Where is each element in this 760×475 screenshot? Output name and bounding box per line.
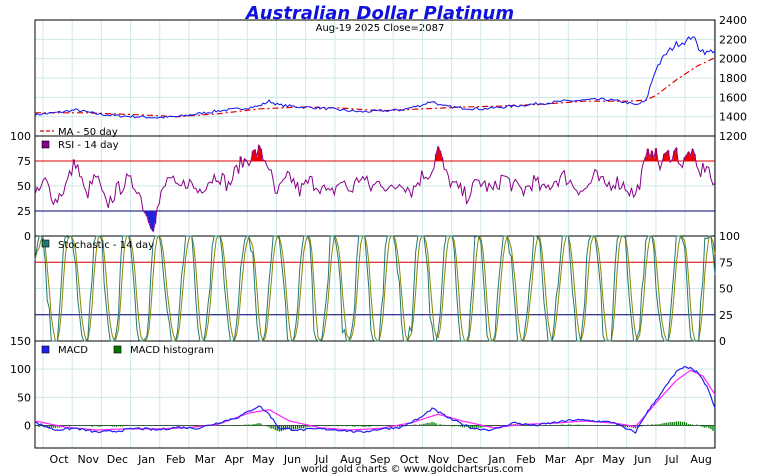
y-tick-label: 25 — [719, 309, 733, 322]
x-tick-label: Jan — [137, 453, 155, 466]
y-tick-label: 75 — [719, 256, 733, 269]
x-tick-label: Jun — [283, 453, 301, 466]
y-tick-label: 1600 — [719, 91, 747, 104]
y-tick-label: 0 — [24, 419, 31, 432]
stoch-d-line — [34, 234, 716, 343]
y-tick-label: 50 — [17, 391, 31, 404]
y-tick-label: 50 — [17, 180, 31, 193]
x-tick-label: Apr — [225, 453, 245, 466]
legend-stoch-label: Stochastic - 14 day — [58, 240, 154, 251]
x-tick-label: Oct — [50, 453, 70, 466]
legend-stoch-swatch — [41, 239, 50, 248]
y-tick-label: 2400 — [719, 14, 747, 27]
stoch-k-line — [34, 235, 716, 342]
x-tick-label: Oct — [400, 453, 420, 466]
x-tick-label: Mar — [195, 453, 216, 466]
y-tick-label: 75 — [17, 155, 31, 168]
price-line — [34, 36, 716, 119]
y-tick-label: 100 — [10, 363, 31, 376]
y-tick-label: 1400 — [719, 111, 747, 124]
ma-50-line — [35, 57, 716, 118]
chart-subtitle: Aug-19 2025 Close=2087 — [316, 23, 445, 34]
x-tick-label: Nov — [78, 453, 100, 466]
legend-hist-label: MACD histogram — [130, 345, 214, 356]
panel-frame — [34, 340, 716, 449]
x-tick-label: Dec — [107, 453, 128, 466]
y-tick-label: 1200 — [719, 130, 747, 143]
x-tick-label: Feb — [166, 453, 185, 466]
x-tick-label: Apr — [575, 453, 595, 466]
y-tick-label: 150 — [10, 335, 31, 348]
x-tick-label: Mar — [545, 453, 566, 466]
x-tick-label: Sep — [370, 453, 391, 466]
y-tick-label: 1800 — [719, 72, 747, 85]
legend-rsi-label: RSI - 14 day — [58, 140, 119, 151]
x-tick-label: Jan — [487, 453, 505, 466]
x-tick-label: May — [252, 453, 275, 466]
y-tick-label: 50 — [719, 283, 733, 296]
legend-rsi-swatch — [41, 140, 50, 149]
y-tick-label: 2000 — [719, 53, 747, 66]
y-tick-label: 2200 — [719, 33, 747, 46]
y-tick-label: 0 — [719, 335, 726, 348]
x-tick-label: Dec — [457, 453, 478, 466]
legend-ma-label: MA - 50 day — [58, 127, 118, 138]
y-tick-label: 100 — [10, 130, 31, 143]
y-tick-label: 100 — [719, 230, 740, 243]
chart-title: Australian Dollar Platinum — [244, 3, 514, 24]
y-tick-label: 0 — [24, 230, 31, 243]
y-tick-label: 25 — [17, 205, 31, 218]
macd-line — [34, 365, 716, 435]
x-tick-label: Aug — [340, 453, 361, 466]
macd-signal-line — [34, 369, 716, 431]
x-tick-label: Feb — [516, 453, 535, 466]
x-tick-label: Nov — [428, 453, 450, 466]
x-tick-label: Jun — [633, 453, 651, 466]
x-tick-label: May — [602, 453, 625, 466]
legend-macd-label: MACD — [58, 345, 88, 356]
x-tick-label: Jul — [664, 453, 678, 466]
x-tick-label: Aug — [690, 453, 711, 466]
x-tick-label: Jul — [314, 453, 328, 466]
legend-hist-swatch — [113, 345, 122, 354]
footer-credit: world gold charts © www.goldchartsrus.co… — [301, 464, 524, 475]
rsi-line — [34, 143, 716, 233]
legend-macd-swatch — [41, 345, 50, 354]
